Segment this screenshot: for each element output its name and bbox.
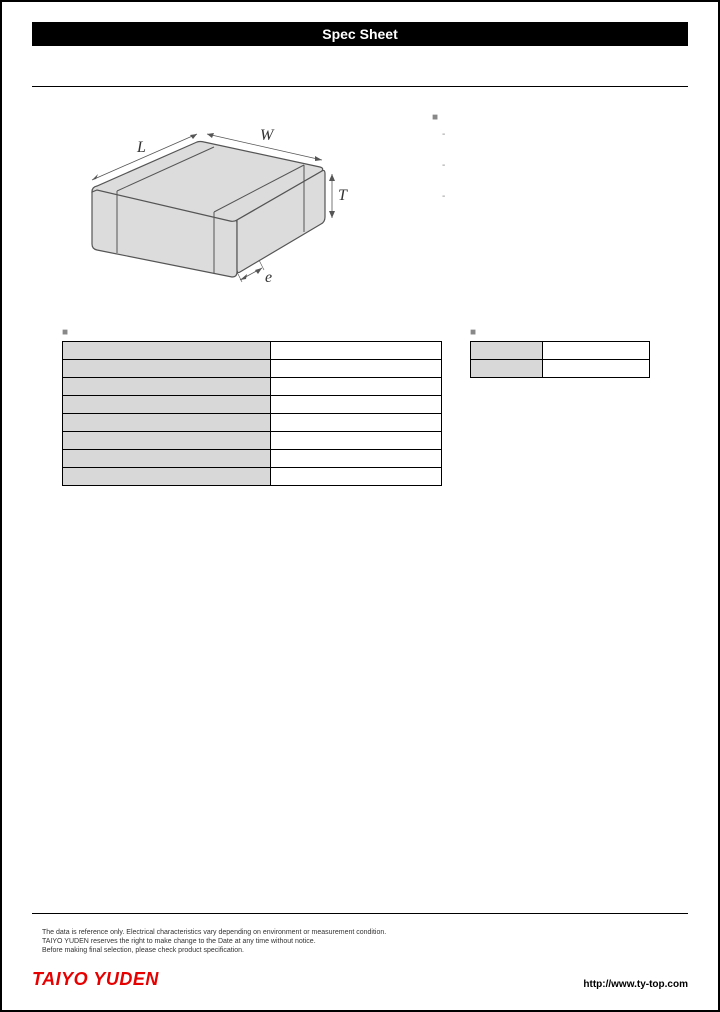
spec-table — [62, 341, 442, 486]
company-url: http://www.ty-top.com — [583, 979, 688, 990]
component-diagram: L W T e — [62, 102, 352, 302]
table-row — [471, 360, 650, 378]
diagram-features-row: L W T e ■ - - - — [62, 102, 658, 302]
dim-label-l: L — [136, 139, 146, 156]
feature-dash-2: - — [442, 160, 445, 171]
table-row — [63, 432, 442, 450]
table-row — [63, 450, 442, 468]
footer-divider — [32, 913, 688, 914]
spec-marker: ■ — [62, 327, 442, 338]
spec-table-section: ■ — [62, 327, 442, 486]
table-row — [63, 342, 442, 360]
table-row — [471, 342, 650, 360]
dim-label-e: e — [265, 269, 272, 286]
table-row — [63, 468, 442, 486]
spec-sheet-header: Spec Sheet — [32, 22, 688, 46]
pack-table-section: ■ — [470, 327, 650, 378]
feature-bullet: ■ — [432, 112, 445, 123]
feature-dash-3: - — [442, 191, 445, 202]
table-row — [63, 396, 442, 414]
dim-label-w: W — [260, 127, 275, 144]
disclaimer: The data is reference only. Electrical c… — [42, 928, 688, 955]
disclaimer-line: TAIYO YUDEN reserves the right to make c… — [42, 937, 688, 946]
disclaimer-line: Before making final selection, please ch… — [42, 946, 688, 955]
pack-marker: ■ — [470, 327, 650, 338]
feature-dash-1: - — [442, 129, 445, 140]
footer: The data is reference only. Electrical c… — [32, 913, 688, 990]
divider-top — [32, 86, 688, 87]
table-row — [63, 360, 442, 378]
table-row — [63, 414, 442, 432]
dim-label-t: T — [338, 187, 348, 204]
pack-table — [470, 341, 650, 378]
table-row — [63, 378, 442, 396]
taiyo-yuden-logo: TAIYO YUDEN — [32, 969, 159, 990]
disclaimer-line: The data is reference only. Electrical c… — [42, 928, 688, 937]
feature-list: ■ - - - — [432, 112, 445, 222]
